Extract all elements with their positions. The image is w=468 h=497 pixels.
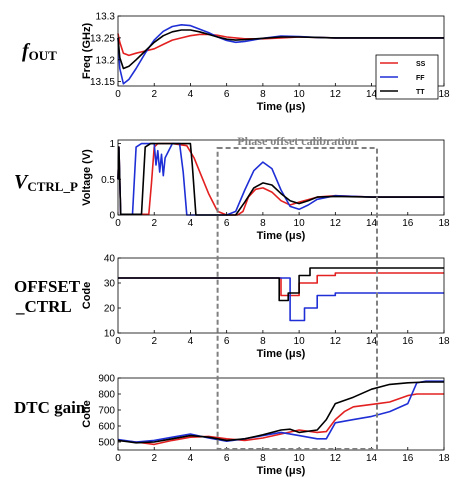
x-tick-label: 12 — [330, 453, 342, 464]
y-tick-label: 500 — [98, 438, 115, 449]
x-tick-label: 14 — [366, 336, 378, 347]
callout-label: Phase offset calibration — [237, 134, 357, 148]
callout-dashed-box — [216, 147, 378, 450]
y-tick-label: 0.5 — [101, 175, 115, 186]
y-tick-label: 13.2 — [96, 55, 116, 66]
row-label-dtc: DTC gain — [14, 398, 86, 417]
x-tick-label: 16 — [402, 218, 414, 229]
y-axis-label: Code — [81, 400, 93, 428]
dtc-gain-panel: 0 2 4 6 8 10 12 14 16 18 500 600 700 800 900 Time (μs) C… — [81, 374, 450, 478]
x-tick-label: 6 — [224, 218, 230, 229]
x-tick-label: 4 — [188, 336, 194, 347]
y-tick-label: 700 — [98, 406, 115, 417]
y-axis-label: Code — [81, 282, 93, 310]
row-label-offset-line1: OFFSET — [14, 277, 81, 296]
x-tick-label: 12 — [330, 89, 342, 100]
x-tick-label: 2 — [151, 336, 157, 347]
x-tick-label: 6 — [224, 336, 230, 347]
x-tick-label: 8 — [260, 336, 266, 347]
x-tick-label: 0 — [115, 336, 121, 347]
x-tick-label: 10 — [294, 218, 306, 229]
legend: SS FF TT — [375, 54, 439, 100]
x-tick-label: 16 — [402, 336, 414, 347]
x-tick-label: 10 — [294, 89, 306, 100]
offset-ctrl-panel: 0 2 4 6 8 10 12 14 16 18 10 20 30 40 Time (μs) Code — [81, 254, 450, 361]
x-tick-label: 12 — [330, 336, 342, 347]
y-tick-label: 30 — [104, 279, 116, 290]
x-tick-label: 6 — [224, 453, 230, 464]
x-tick-label: 2 — [151, 453, 157, 464]
series-line-ss — [117, 393, 444, 446]
y-tick-label: 40 — [104, 254, 116, 265]
legend-label-ss: SS — [416, 61, 426, 68]
x-tick-label: 14 — [366, 89, 378, 100]
axes-box — [117, 257, 445, 334]
row-label-fout: fOUT — [22, 40, 57, 63]
x-tick-label: 14 — [366, 453, 378, 464]
x-tick-label: 4 — [188, 453, 194, 464]
series-line-ss — [118, 272, 444, 297]
x-tick-label: 8 — [260, 453, 266, 464]
axes-box — [117, 15, 445, 87]
x-tick-label: 0 — [115, 453, 121, 464]
x-axis-label: Time (μs) — [257, 230, 306, 242]
phase-offset-callout: Phase offset calibration — [216, 134, 378, 450]
x-tick-label: 4 — [188, 89, 194, 100]
x-tick-label: 8 — [260, 89, 266, 100]
y-tick-label: 13.3 — [96, 12, 116, 23]
y-tick-label: 13.25 — [90, 33, 115, 44]
x-tick-label: 0 — [115, 89, 121, 100]
y-tick-label: 900 — [98, 374, 115, 385]
vctrl-panel: 0 2 4 6 8 10 12 14 16 18 0 0.5 1 Time (μs) Voltage (V) — [81, 139, 450, 242]
legend-label-ff: FF — [416, 75, 425, 82]
legend-label-tt: TT — [416, 89, 425, 96]
series-line-tt — [117, 142, 444, 216]
y-tick-label: 1 — [109, 139, 115, 150]
x-tick-label: 10 — [294, 453, 306, 464]
x-tick-label: 6 — [224, 89, 230, 100]
y-tick-label: 600 — [98, 422, 115, 433]
y-tick-label: 13.15 — [90, 77, 115, 88]
y-tick-label: 20 — [104, 304, 116, 315]
x-tick-label: 4 — [188, 218, 194, 229]
x-tick-label: 2 — [151, 89, 157, 100]
series-line-tt — [117, 29, 444, 70]
x-tick-label: 16 — [402, 453, 414, 464]
series-line-tt — [117, 381, 444, 444]
x-axis-label: Time (μs) — [257, 101, 306, 113]
x-tick-label: 8 — [260, 218, 266, 229]
row-label-vctrl: VCTRL_P — [14, 171, 78, 194]
x-tick-label: 10 — [294, 336, 306, 347]
x-tick-label: 18 — [438, 89, 450, 100]
y-tick-label: 10 — [104, 329, 116, 340]
x-tick-label: 14 — [366, 218, 378, 229]
series-line-tt — [118, 267, 444, 302]
series-line-ff — [117, 142, 444, 216]
y-tick-label: 800 — [98, 390, 115, 401]
x-axis-label: Time (μs) — [257, 348, 306, 360]
series-line-ff — [117, 380, 444, 443]
y-tick-label: 0 — [109, 211, 115, 222]
x-axis-label: Time (μs) — [257, 465, 306, 477]
y-axis-label: Freq (GHz) — [81, 23, 93, 80]
x-tick-label: 18 — [438, 453, 450, 464]
axes-box — [117, 139, 445, 216]
y-axis-label: Voltage (V) — [81, 149, 93, 206]
row-label-offset-line2: _CTRL — [15, 297, 72, 316]
x-tick-label: 0 — [115, 218, 121, 229]
x-tick-label: 2 — [151, 218, 157, 229]
x-tick-label: 12 — [330, 218, 342, 229]
x-tick-label: 18 — [438, 336, 450, 347]
x-tick-label: 18 — [438, 218, 450, 229]
